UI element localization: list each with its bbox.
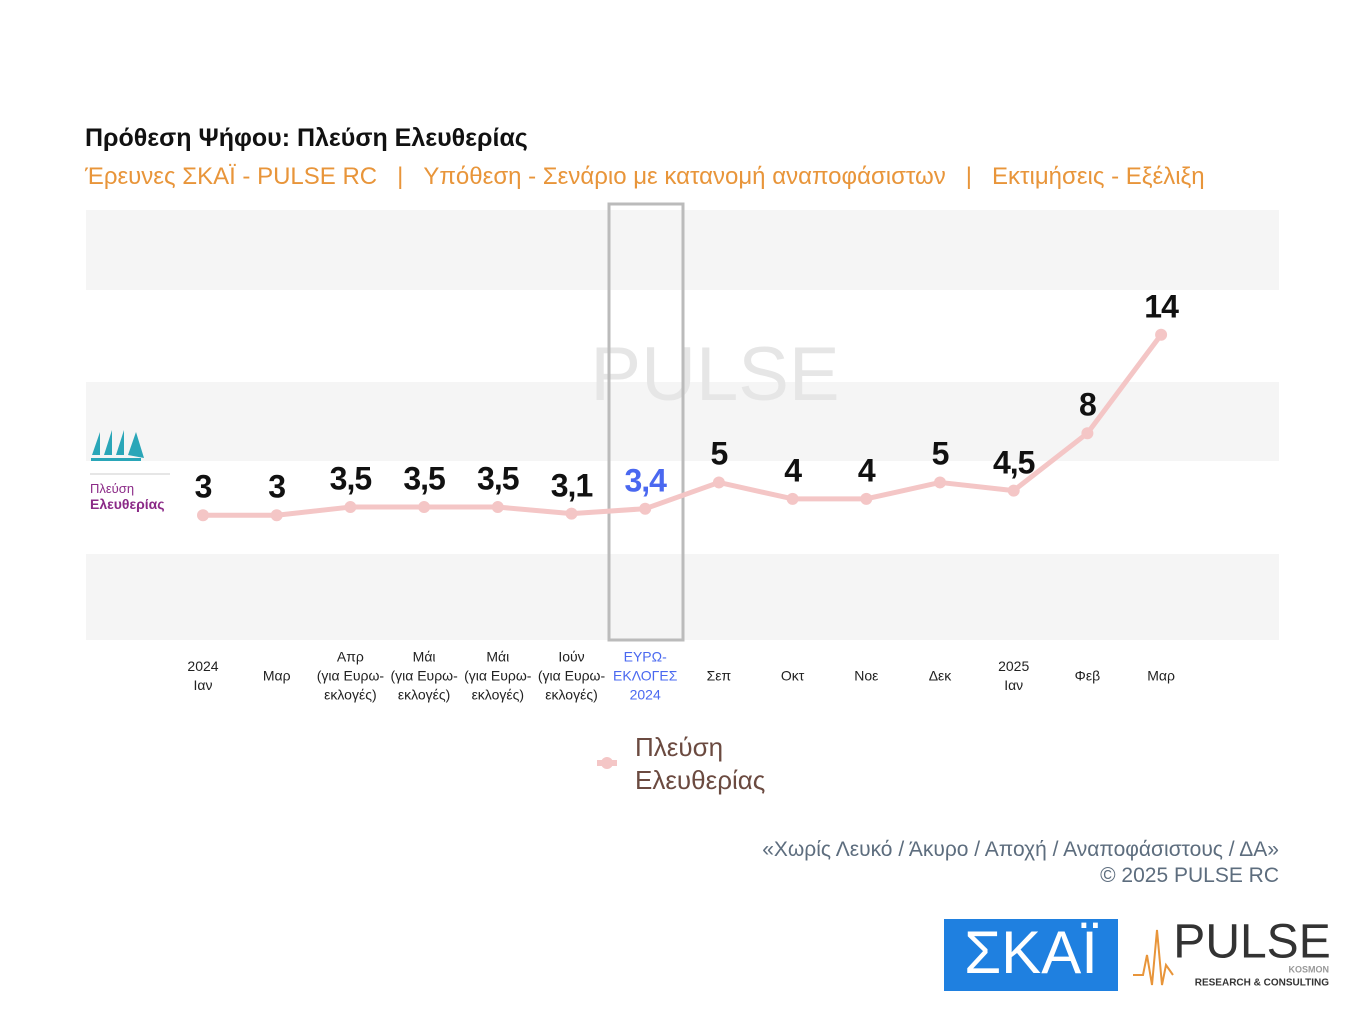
legend-marker bbox=[601, 757, 613, 769]
pulse-kosmon: KOSMON bbox=[1289, 964, 1330, 974]
point bbox=[197, 509, 209, 522]
point bbox=[786, 492, 799, 505]
value-label: 4,5 bbox=[992, 444, 1035, 481]
x-tick-label: Δεκ bbox=[928, 667, 952, 684]
point bbox=[418, 501, 431, 514]
point bbox=[1155, 328, 1168, 341]
highlight-box bbox=[607, 202, 685, 642]
value-label: 3,4 bbox=[624, 462, 666, 499]
x-tick-label: Απρ (για Ευρω- εκλογές) bbox=[316, 648, 385, 703]
chart-title: Πρόθεση Ψήφου: Πλεύση Ελευθερίας bbox=[85, 124, 528, 152]
x-tick-label: 2025 Ιαν bbox=[998, 658, 1030, 693]
series-line bbox=[203, 333, 1164, 518]
point bbox=[344, 501, 357, 514]
x-tick-label: Μάι (για Ευρω- εκλογές) bbox=[464, 648, 532, 703]
pulse-tagline: RESEARCH & CONSULTING bbox=[1195, 978, 1329, 989]
value-label: 3,5 bbox=[329, 460, 372, 497]
skai-logo-box bbox=[944, 919, 1118, 991]
value-label: 3,5 bbox=[477, 460, 519, 497]
value-label: 4 bbox=[784, 452, 802, 489]
x-tick-label: 2024 Ιαν bbox=[187, 658, 219, 693]
logo-text: Ελευθερίας bbox=[90, 496, 165, 512]
value-label: 14 bbox=[1144, 288, 1179, 325]
pulse-wave bbox=[1133, 929, 1174, 986]
chart-subtitle: Έρευνες ΣΚΑΪ - PULSE RC | Υπόθεση - Σενά… bbox=[85, 163, 1205, 190]
point bbox=[712, 476, 725, 489]
point bbox=[565, 507, 578, 520]
logo-text: Πλεύση bbox=[90, 481, 135, 496]
value-label: 5 bbox=[931, 435, 950, 472]
x-tick-label: ΕΥΡΩ- ΕΚΛΟΓΕΣ 2024 bbox=[613, 648, 678, 703]
x-tick-label: Μαρ bbox=[1147, 667, 1175, 684]
skai-logo: ΣΚΑΪ bbox=[964, 919, 1098, 986]
x-tick-label: Σεπ bbox=[706, 667, 732, 684]
x-tick-label: Ιούν (για Ευρω- εκλογές) bbox=[537, 648, 606, 703]
pulse-logo: PULSE bbox=[1173, 916, 1330, 969]
point bbox=[1081, 427, 1094, 440]
value-label: 5 bbox=[710, 435, 728, 472]
footnote: «Χωρίς Λευκό / Άκυρο / Αποχή / Αναποφάσι… bbox=[762, 838, 1279, 861]
x-tick-label: Φεβ bbox=[1074, 667, 1101, 684]
point bbox=[270, 509, 283, 522]
point bbox=[1007, 484, 1020, 497]
watermark: PULSE bbox=[590, 332, 839, 417]
value-label: 3,1 bbox=[550, 467, 593, 504]
x-tick-label: Μάι (για Ευρω- εκλογές) bbox=[390, 648, 458, 703]
legend-label: Πλεύση Ελευθερίας bbox=[635, 732, 766, 795]
x-tick-label: Οκτ bbox=[780, 667, 805, 684]
point bbox=[639, 502, 652, 515]
point bbox=[860, 492, 873, 505]
value-label: 8 bbox=[1078, 386, 1097, 423]
value-label: 3,5 bbox=[403, 460, 445, 497]
copyright: © 2025 PULSE RC bbox=[1100, 864, 1279, 887]
value-label: 3 bbox=[268, 468, 286, 505]
x-tick-label: Νοε bbox=[854, 667, 879, 684]
point bbox=[491, 501, 504, 514]
x-tick-label: Μαρ bbox=[262, 667, 291, 684]
party-logo-ships bbox=[91, 430, 144, 461]
value-label: 4 bbox=[857, 452, 876, 489]
point bbox=[934, 476, 946, 489]
value-label: 3 bbox=[194, 468, 213, 505]
